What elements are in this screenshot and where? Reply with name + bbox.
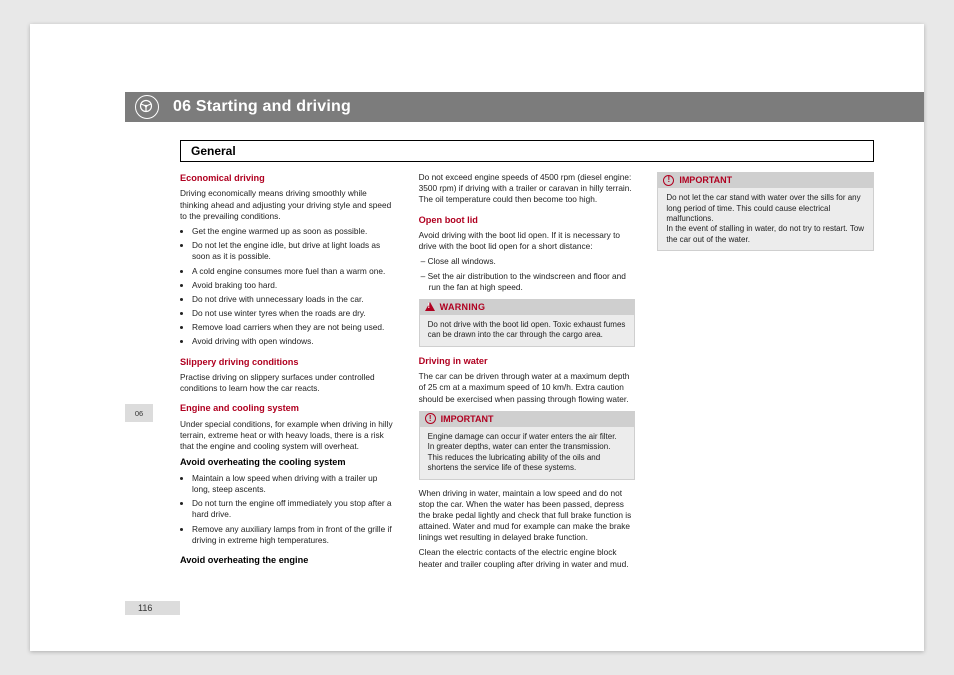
heading-avoid-cooling: Avoid overheating the cooling system bbox=[180, 456, 397, 468]
list-item: Do not use winter tyres when the roads a… bbox=[192, 308, 397, 319]
steering-wheel-icon bbox=[135, 95, 159, 119]
important-circle-icon: ! bbox=[425, 413, 436, 424]
para: Do not exceed engine speeds of 4500 rpm … bbox=[419, 172, 636, 206]
callout-body: Do not drive with the boot lid open. Tox… bbox=[419, 315, 636, 347]
callout-line: Engine damage can occur if water enters … bbox=[428, 432, 627, 442]
page-number: 116 bbox=[138, 603, 152, 613]
callout-body: Do not let the car stand with water over… bbox=[657, 188, 874, 251]
para: Avoid driving with the boot lid open. If… bbox=[419, 230, 636, 252]
para: When driving in water, maintain a low sp… bbox=[419, 488, 636, 544]
heading-engine-cooling: Engine and cooling system bbox=[180, 402, 397, 414]
important-callout: ! IMPORTANT Engine damage can occur if w… bbox=[419, 411, 636, 480]
heading-avoid-engine: Avoid overheating the engine bbox=[180, 554, 397, 566]
list-item: Do not drive with unnecessary loads in t… bbox=[192, 294, 397, 305]
manual-page: 06 Starting and driving General 06 Econo… bbox=[30, 24, 924, 651]
warning-triangle-icon bbox=[425, 302, 435, 311]
callout-header: ! IMPORTANT bbox=[657, 172, 874, 188]
important-callout: ! IMPORTANT Do not let the car stand wit… bbox=[657, 172, 874, 251]
warning-label: WARNING bbox=[440, 301, 486, 313]
callout-header: WARNING bbox=[419, 299, 636, 315]
important-label: IMPORTANT bbox=[441, 413, 494, 425]
important-circle-icon: ! bbox=[663, 175, 674, 186]
footer-tab bbox=[125, 601, 180, 615]
chapter-title: Starting and driving bbox=[196, 98, 351, 115]
side-tab: 06 bbox=[125, 404, 153, 422]
para: Driving economically means driving smoot… bbox=[180, 188, 397, 222]
heading-slippery: Slippery driving conditions bbox=[180, 356, 397, 368]
bullet-list: Maintain a low speed when driving with a… bbox=[180, 473, 397, 546]
heading-water: Driving in water bbox=[419, 355, 636, 367]
list-item: Avoid driving with open windows. bbox=[192, 336, 397, 347]
list-item: Avoid braking too hard. bbox=[192, 280, 397, 291]
bullet-list: Get the engine warmed up as soon as poss… bbox=[180, 226, 397, 348]
list-item: Do not let the engine idle, but drive at… bbox=[192, 240, 397, 262]
warning-callout: WARNING Do not drive with the boot lid o… bbox=[419, 299, 636, 347]
para: Practise driving on slippery surfaces un… bbox=[180, 372, 397, 394]
list-item: Get the engine warmed up as soon as poss… bbox=[192, 226, 397, 237]
section-title: General bbox=[180, 140, 874, 162]
list-item: Maintain a low speed when driving with a… bbox=[192, 473, 397, 495]
callout-line: Do not let the car stand with water over… bbox=[666, 193, 865, 224]
callout-line: In the event of stalling in water, do no… bbox=[666, 224, 865, 245]
list-item: A cold engine consumes more fuel than a … bbox=[192, 266, 397, 277]
list-item: Remove load carriers when they are not b… bbox=[192, 322, 397, 333]
para: Clean the electric contacts of the elect… bbox=[419, 547, 636, 569]
chapter-number: 06 bbox=[173, 98, 191, 115]
list-item: Do not turn the engine off immediately y… bbox=[192, 498, 397, 520]
list-item: Remove any auxiliary lamps from in front… bbox=[192, 524, 397, 546]
para: Under special conditions, for example wh… bbox=[180, 419, 397, 453]
list-item: Set the air distribution to the windscre… bbox=[429, 271, 636, 293]
heading-economical: Economical driving bbox=[180, 172, 397, 184]
important-label: IMPORTANT bbox=[679, 174, 732, 186]
body-columns: Economical driving Driving economically … bbox=[180, 172, 874, 591]
dash-list: Close all windows. Set the air distribut… bbox=[419, 256, 636, 293]
callout-header: ! IMPORTANT bbox=[419, 411, 636, 427]
list-item: Close all windows. bbox=[429, 256, 636, 267]
para: The car can be driven through water at a… bbox=[419, 371, 636, 405]
callout-body: Engine damage can occur if water enters … bbox=[419, 427, 636, 480]
heading-boot-lid: Open boot lid bbox=[419, 214, 636, 226]
chapter-banner: 06 Starting and driving bbox=[125, 92, 924, 122]
callout-line: In greater depths, water can enter the t… bbox=[428, 442, 627, 473]
